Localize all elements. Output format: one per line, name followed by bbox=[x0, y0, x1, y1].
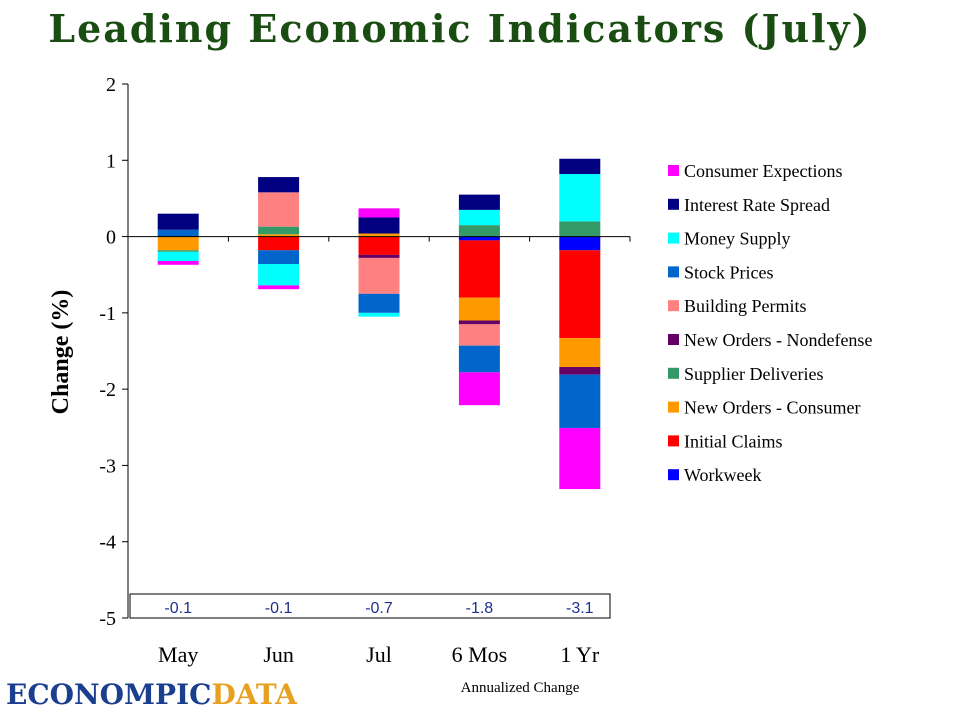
y-tick-label: -5 bbox=[99, 608, 116, 630]
y-tick-label: -2 bbox=[99, 379, 116, 401]
bar-segment bbox=[258, 250, 300, 265]
legend-swatch bbox=[668, 300, 679, 312]
footnote: Annualized Change bbox=[461, 680, 580, 696]
bar-segment bbox=[258, 264, 300, 286]
y-tick-label: -1 bbox=[99, 303, 116, 325]
logo-part1: ECONOMPIC bbox=[6, 678, 212, 711]
bar-segment bbox=[157, 260, 199, 265]
axes-layer: 2 1 0 -1 -2 -3 -4 -5 -0.1 -0.1 -0.7 -1.8 -3.1 May Jun J… bbox=[48, 74, 631, 696]
bar-segment bbox=[458, 297, 500, 321]
bar-segment bbox=[458, 225, 500, 237]
bar-segment bbox=[358, 293, 400, 313]
x-category-label: May bbox=[158, 642, 198, 667]
total-label: -1.8 bbox=[466, 600, 494, 617]
legend-label: Workweek bbox=[684, 465, 762, 485]
bar-segment bbox=[157, 251, 199, 261]
y-tick-label: -3 bbox=[99, 455, 116, 477]
total-label: -0.1 bbox=[164, 600, 192, 617]
bar-segment bbox=[157, 229, 199, 237]
bar-segment bbox=[559, 221, 601, 237]
bar-segment bbox=[559, 374, 601, 429]
bar-segment bbox=[358, 217, 400, 234]
x-category-label: Jun bbox=[263, 642, 294, 667]
legend: Consumer Expections Interest Rate Spread M… bbox=[668, 161, 872, 485]
bar-segment bbox=[258, 236, 300, 251]
x-category-label: 6 Mos bbox=[452, 642, 508, 667]
legend-label: New Orders - Consumer bbox=[684, 398, 860, 418]
bar-segment bbox=[358, 254, 400, 258]
x-category-label: Jul bbox=[366, 642, 392, 667]
total-label: -0.7 bbox=[365, 600, 393, 617]
legend-label: Building Permits bbox=[684, 296, 807, 316]
legend-label: Interest Rate Spread bbox=[684, 195, 830, 215]
legend-label: Stock Prices bbox=[684, 262, 774, 282]
y-tick-label: 1 bbox=[106, 150, 116, 172]
bar-segment bbox=[358, 208, 400, 218]
y-tick-label: 0 bbox=[106, 227, 116, 249]
total-label: -3.1 bbox=[566, 600, 594, 617]
bar-segment bbox=[258, 285, 300, 290]
legend-label: Supplier Deliveries bbox=[684, 364, 823, 384]
total-label: -0.1 bbox=[265, 600, 293, 617]
logo-part2: DATA bbox=[211, 678, 297, 711]
bar-segment bbox=[157, 213, 199, 230]
bar-segment bbox=[458, 236, 500, 241]
y-axis-label: Change (%) bbox=[48, 290, 74, 415]
legend-swatch bbox=[668, 401, 679, 413]
bar-segment bbox=[559, 367, 601, 375]
legend-label: New Orders - Nondefense bbox=[684, 330, 872, 350]
bars-layer bbox=[157, 158, 601, 490]
bar-segment bbox=[458, 209, 500, 226]
bar-segment bbox=[458, 240, 500, 298]
bar-segment bbox=[258, 177, 300, 193]
bar-segment bbox=[157, 236, 199, 251]
legend-swatch bbox=[668, 232, 679, 244]
y-tick-label: -4 bbox=[99, 532, 116, 554]
legend-swatch bbox=[668, 334, 679, 345]
bar-segment bbox=[258, 226, 300, 235]
bar-segment bbox=[157, 250, 199, 252]
y-tick-label: 2 bbox=[106, 74, 116, 96]
legend-swatch bbox=[668, 266, 679, 278]
bar-segment bbox=[458, 345, 500, 373]
bar-segment bbox=[559, 428, 601, 490]
legend-swatch bbox=[668, 367, 679, 379]
legend-swatch bbox=[668, 165, 679, 176]
economicdata-logo: ECONOMPICDATA bbox=[6, 678, 297, 711]
bar-segment bbox=[559, 236, 601, 251]
bar-segment bbox=[559, 158, 601, 175]
chart-title: Leading Economic Indicators (July) bbox=[48, 6, 872, 51]
bar-segment bbox=[559, 338, 601, 368]
bar-segment bbox=[458, 324, 500, 346]
x-category-label: 1 Yr bbox=[560, 642, 600, 667]
bar-segment bbox=[358, 312, 400, 317]
bar-segment bbox=[258, 234, 300, 237]
legend-label: Initial Claims bbox=[684, 431, 783, 451]
bar-segment bbox=[258, 192, 300, 227]
bar-segment bbox=[358, 233, 400, 237]
bar-segment bbox=[458, 320, 500, 325]
legend-label: Consumer Expections bbox=[684, 161, 842, 181]
legend-swatch bbox=[668, 469, 679, 481]
bar-segment bbox=[358, 236, 400, 255]
bar-segment bbox=[458, 372, 500, 406]
bar-segment bbox=[358, 257, 400, 294]
bar-segment bbox=[559, 250, 601, 339]
totals-box bbox=[129, 593, 611, 619]
bar-segment bbox=[458, 194, 500, 210]
bar-segment bbox=[559, 174, 601, 222]
legend-swatch bbox=[668, 198, 679, 210]
legend-swatch bbox=[668, 435, 679, 447]
legend-label: Money Supply bbox=[684, 229, 791, 249]
